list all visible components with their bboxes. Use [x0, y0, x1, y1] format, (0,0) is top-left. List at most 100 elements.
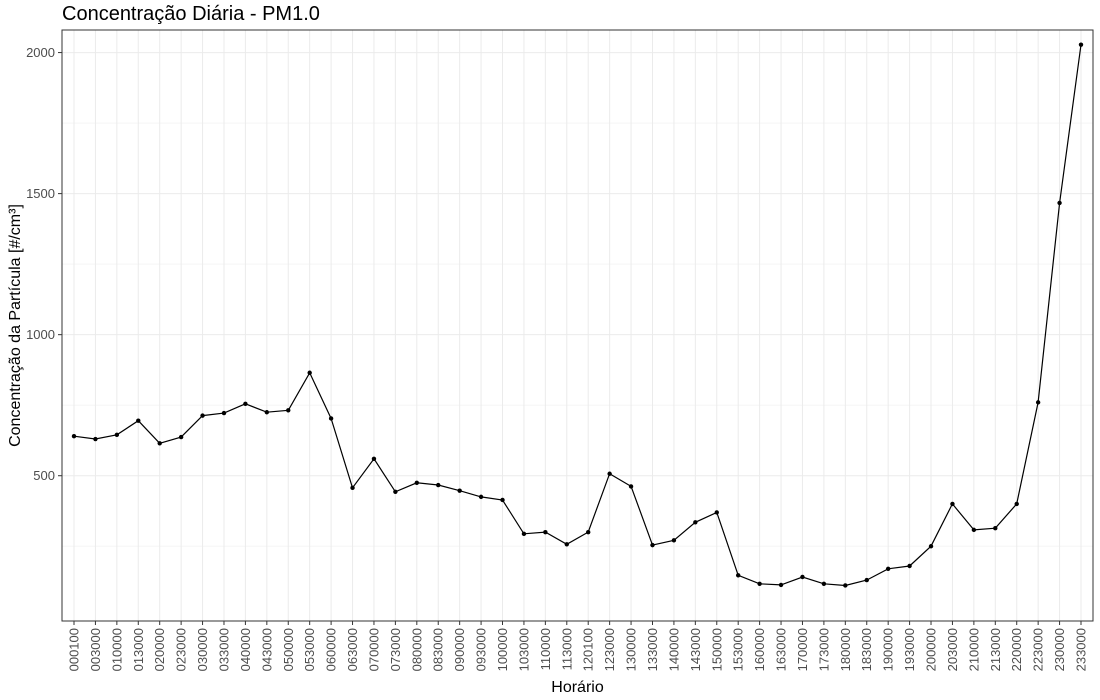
chart-title: Concentração Diária - PM1.0: [62, 3, 320, 25]
plot-panel-border: [61, 29, 1094, 622]
data-points: [71, 42, 1084, 588]
x-tick-label: 060000: [324, 628, 339, 671]
data-point: [800, 574, 805, 580]
data-point: [221, 410, 227, 416]
x-tick-label: 193000: [902, 628, 917, 671]
x-tick-label: 183000: [859, 628, 874, 671]
data-point: [1057, 200, 1062, 206]
x-tick-label: 180000: [838, 628, 853, 671]
data-point: [821, 581, 827, 586]
data-point: [907, 563, 912, 569]
data-point: [757, 581, 762, 586]
data-point: [114, 432, 120, 438]
data-point: [521, 531, 527, 537]
data-point: [1078, 42, 1084, 47]
data-point: [693, 520, 698, 525]
data-point: [778, 582, 784, 588]
x-tick-label: 200000: [924, 628, 939, 671]
x-tick-label: 150000: [709, 628, 724, 671]
data-point: [393, 489, 398, 494]
data-point: [93, 436, 98, 442]
x-tick-label: 123000: [602, 628, 617, 671]
x-tick-label: 080000: [409, 628, 424, 671]
x-tick-label: 170000: [795, 628, 810, 671]
data-point: [671, 538, 677, 543]
data-point: [864, 577, 869, 583]
data-point: [414, 480, 420, 485]
data-point: [1014, 501, 1019, 507]
data-point: [650, 542, 655, 548]
x-tick-label: 053000: [302, 628, 317, 671]
x-tick-label: 070000: [366, 628, 381, 671]
x-axis-ticks: 000100 003000 010000 013000 020000 023000 0300…: [67, 621, 1089, 671]
x-tick-label: 093000: [474, 628, 489, 671]
x-tick-label: 030000: [195, 628, 210, 671]
x-tick-label: 110000: [538, 628, 553, 670]
x-tick-label: 163000: [774, 628, 789, 671]
data-point: [993, 525, 998, 531]
data-point: [950, 501, 955, 507]
data-point: [178, 434, 184, 440]
x-tick-label: 050000: [281, 628, 296, 671]
x-tick-label: 083000: [431, 628, 446, 671]
series-line: [73, 44, 1082, 587]
x-tick-label: 143000: [688, 628, 703, 671]
data-point: [735, 573, 741, 578]
y-tick-label: 1500: [26, 186, 55, 201]
x-tick-label: 223000: [1031, 628, 1046, 671]
data-point: [607, 471, 612, 476]
x-tick-label: 103000: [516, 628, 531, 671]
x-tick-label: 203000: [945, 628, 960, 671]
data-point: [843, 583, 848, 588]
data-point: [200, 413, 205, 418]
data-point: [71, 434, 77, 439]
x-tick-label: 130000: [624, 628, 639, 671]
x-tick-label: 073000: [388, 628, 403, 671]
x-tick-label: 133000: [645, 628, 660, 671]
data-point: [564, 542, 569, 547]
y-axis-ticks: 500 1000 1500 2000: [26, 45, 62, 483]
data-point: [1035, 400, 1041, 405]
x-tick-label: 063000: [345, 628, 360, 671]
data-point: [286, 408, 291, 413]
y-tick-label: 1000: [26, 327, 55, 342]
x-tick-label: 140000: [666, 628, 681, 671]
data-point: [436, 482, 441, 488]
data-point: [586, 529, 591, 535]
data-point: [714, 510, 719, 515]
data-point: [350, 485, 355, 491]
data-point: [543, 529, 548, 535]
data-point: [500, 497, 505, 503]
x-tick-label: 160000: [752, 628, 767, 671]
x-tick-label: 003000: [88, 628, 103, 671]
data-point: [478, 494, 484, 500]
data-point: [628, 484, 634, 489]
x-tick-label: 220000: [1009, 628, 1024, 671]
x-tick-label: 033000: [216, 628, 231, 671]
x-tick-label: 210000: [966, 628, 981, 671]
y-tick-label: 2000: [26, 45, 55, 60]
data-point: [243, 401, 248, 406]
x-tick-label: 233000: [1074, 628, 1089, 671]
x-tick-label: 000100: [67, 628, 82, 671]
data-point: [307, 370, 312, 375]
y-axis-title: Concentração da Partícula [#/cm³]: [7, 204, 24, 447]
x-tick-label: 090000: [452, 628, 467, 671]
data-point: [136, 418, 141, 423]
x-tick-label: 213000: [988, 628, 1003, 671]
x-tick-label: 100000: [495, 628, 510, 671]
x-tick-label: 040000: [238, 628, 253, 671]
x-tick-label: 020000: [152, 628, 167, 671]
x-tick-label: 153000: [731, 628, 746, 671]
y-tick-label: 500: [33, 468, 55, 483]
x-tick-label: 113000: [559, 628, 574, 670]
x-tick-label: 010000: [109, 628, 124, 671]
data-point: [457, 488, 462, 493]
x-tick-label: 230000: [1052, 628, 1067, 671]
grid-lines: [62, 30, 1093, 621]
data-point: [157, 441, 162, 446]
x-tick-label: 013000: [131, 628, 146, 671]
x-tick-label: 023000: [174, 628, 189, 671]
x-tick-label: 173000: [816, 628, 831, 671]
